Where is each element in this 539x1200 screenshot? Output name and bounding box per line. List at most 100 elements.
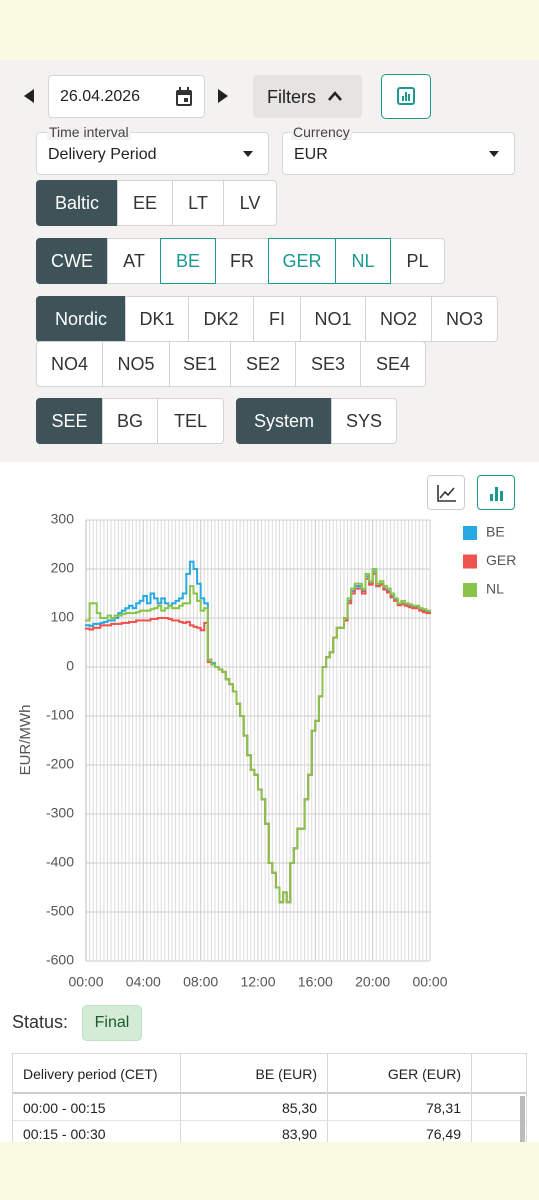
next-day[interactable] — [216, 88, 230, 104]
legend-swatch — [463, 526, 477, 540]
x-tick-label: 08:00 — [183, 974, 218, 990]
region-chip[interactable]: GER — [268, 238, 336, 284]
region-chip[interactable]: FI — [253, 296, 301, 342]
y-tick-label: 0 — [66, 658, 74, 674]
region-chip[interactable]: AT — [107, 238, 161, 284]
region-chip[interactable]: NO3 — [431, 296, 498, 342]
region-chip[interactable]: BE — [160, 238, 216, 284]
time-interval-select[interactable]: Time interval Delivery Period — [36, 124, 269, 175]
region-chip[interactable]: CWE — [36, 238, 108, 284]
line-icon — [437, 485, 456, 502]
x-tick-label: 00:00 — [68, 974, 103, 990]
region-chip[interactable]: NL — [335, 238, 391, 284]
calendar-icon — [176, 87, 192, 106]
region-chip[interactable]: DK2 — [188, 296, 254, 342]
region-chip[interactable]: FR — [215, 238, 269, 284]
region-chip[interactable]: SEE — [36, 398, 103, 444]
y-tick-label: 200 — [51, 560, 75, 576]
filters-button[interactable]: Filters — [253, 75, 362, 118]
col-divider — [327, 1054, 328, 1149]
y-tick-label: -400 — [46, 854, 74, 870]
region-chip[interactable]: System — [236, 398, 332, 444]
region-chip[interactable]: NO4 — [36, 341, 103, 387]
region-chip[interactable]: NO2 — [365, 296, 432, 342]
currency-select[interactable]: Currency EUR — [282, 124, 515, 175]
region-chip[interactable]: BG — [102, 398, 158, 444]
date-input[interactable]: 26.04.2026 — [48, 75, 205, 118]
y-tick-label: 300 — [51, 511, 75, 527]
y-tick-label: -500 — [46, 903, 74, 919]
bar-view-button[interactable] — [477, 475, 515, 510]
legend-swatch — [463, 583, 477, 597]
region-chip[interactable]: NO1 — [300, 296, 366, 342]
dropdown-arrow — [243, 151, 253, 157]
column-header: GER (EUR) — [387, 1066, 461, 1082]
bottom-bar — [0, 1142, 539, 1200]
line-view-button[interactable] — [427, 475, 465, 510]
legend-label: BE — [486, 524, 505, 540]
legend-label: GER — [486, 552, 516, 568]
status-chip: Final — [82, 1005, 142, 1041]
chart-icon — [397, 87, 415, 105]
x-tick-label: 04:00 — [126, 974, 161, 990]
status-value: Final — [94, 1014, 130, 1031]
region-chip[interactable]: NO5 — [102, 341, 170, 387]
col-divider — [180, 1054, 181, 1149]
y-tick-label: -600 — [46, 952, 74, 968]
region-chip[interactable]: TEL — [157, 398, 224, 444]
region-chip[interactable]: EE — [117, 180, 173, 226]
dropdown-arrow — [489, 151, 499, 157]
chart-toggle[interactable] — [381, 74, 431, 119]
region-chip[interactable]: LT — [172, 180, 224, 226]
table-cell: 85,30 — [281, 1100, 317, 1116]
prev-day[interactable] — [22, 88, 36, 104]
bar-icon — [490, 487, 503, 501]
region-chip[interactable]: SE4 — [360, 341, 426, 387]
currency-label: Currency — [291, 124, 352, 140]
y-tick-label: -200 — [46, 756, 74, 772]
region-chip[interactable]: DK1 — [125, 296, 189, 342]
column-header: BE (EUR) — [255, 1066, 317, 1082]
y-tick-label: -300 — [46, 805, 74, 821]
y-axis-label: EUR/MWh — [17, 705, 34, 776]
table-cell: 78,31 — [425, 1100, 461, 1116]
step-riser — [88, 569, 428, 903]
chevron-up — [328, 91, 342, 101]
date-value: 26.04.2026 — [60, 88, 141, 105]
table-cell: 76,49 — [425, 1126, 461, 1142]
y-tick-label: 100 — [51, 609, 75, 625]
scrollbar — [520, 1096, 525, 1146]
time-interval-label: Time interval — [47, 124, 131, 140]
table-header — [13, 1054, 526, 1094]
region-chip[interactable]: LV — [223, 180, 277, 226]
region-chip[interactable]: Baltic — [36, 180, 118, 226]
region-chip[interactable]: SE1 — [169, 341, 231, 387]
legend-swatch — [463, 554, 477, 569]
table: Delivery period (CET) BE (EUR) GER (EUR) 00… — [12, 1053, 527, 1149]
status-label: Status: — [12, 1012, 69, 1032]
region-chip[interactable]: PL — [390, 238, 445, 284]
legend-label: NL — [486, 581, 504, 597]
chart: EUR/MWh -600 -500 -400 -300 -200 -100 0 100 200 3… — [17, 511, 516, 990]
region-chip[interactable]: SE2 — [230, 341, 296, 387]
y-tick-label: -100 — [46, 707, 74, 723]
table-cell: 83,90 — [281, 1126, 317, 1142]
table-cell: 00:15 - 00:30 — [23, 1126, 106, 1142]
col-divider — [471, 1054, 472, 1149]
time-interval-value: Delivery Period — [48, 146, 157, 163]
region-chip[interactable]: SE3 — [295, 341, 361, 387]
x-tick-label: 16:00 — [298, 974, 333, 990]
top-bar — [0, 0, 539, 60]
table-cell: 00:00 - 00:15 — [23, 1100, 106, 1116]
column-header: Delivery period (CET) — [23, 1066, 158, 1082]
currency-value: EUR — [294, 146, 328, 163]
x-tick-label: 20:00 — [355, 974, 390, 990]
filters-label: Filters — [267, 87, 316, 107]
x-tick-label: 12:00 — [240, 974, 275, 990]
x-tick-label: 00:00 — [412, 974, 447, 990]
region-chip[interactable]: Nordic — [36, 296, 126, 342]
region-chip[interactable]: SYS — [331, 398, 397, 444]
row-divider — [13, 1120, 526, 1121]
